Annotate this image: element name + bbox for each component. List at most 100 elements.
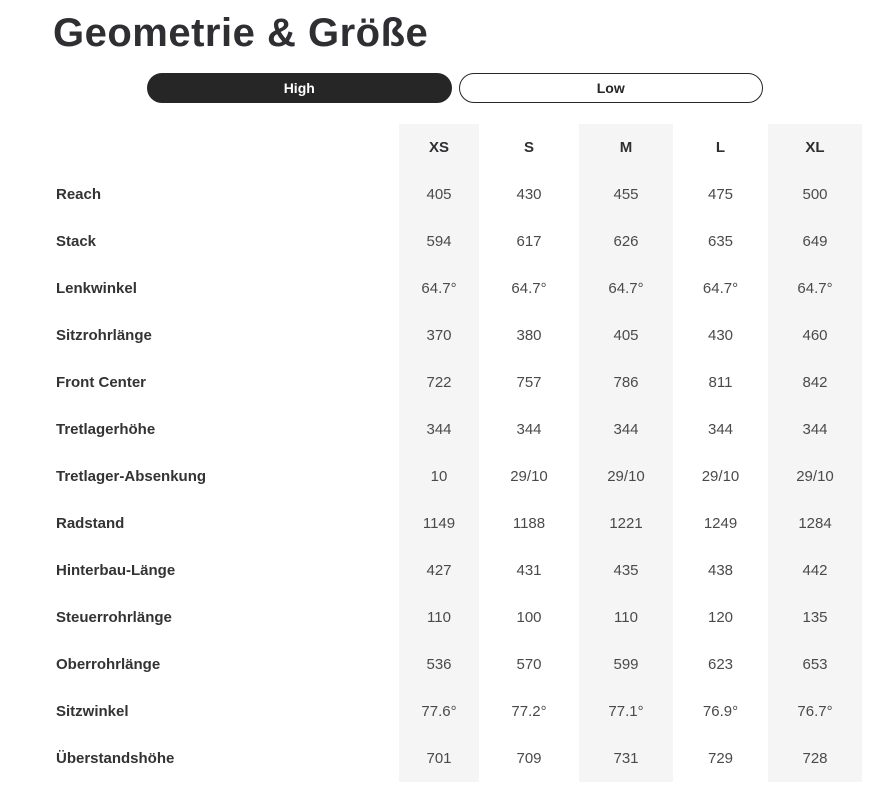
- value-cell: 405: [579, 312, 673, 359]
- value-cell: 1284: [768, 500, 862, 547]
- value-cell: 344: [399, 406, 479, 453]
- column-header-xl: XL: [768, 124, 862, 171]
- value-cell: 120: [707, 609, 734, 626]
- table-row: Tretlager-Absenkung 10 29/10 29/10 29/10 29/1…: [56, 453, 862, 500]
- value-cell: 594: [399, 218, 479, 265]
- table-row: Überstandshöhe 701 709 731 729 728: [56, 735, 862, 782]
- value-cell: 76.9°: [702, 703, 739, 720]
- value-cell: 430: [707, 327, 734, 344]
- value-cell: 110: [579, 594, 673, 641]
- geometry-table: XS S M L XL Reach 405 430 455 475 500 Stack 594 617 62…: [56, 124, 862, 782]
- value-cell: 635: [707, 233, 734, 250]
- header-spacer: [56, 124, 399, 171]
- table-row: Steuerrohrlänge 110 100 110 120 135: [56, 594, 862, 641]
- value-cell: 811: [708, 374, 733, 391]
- table-row: Sitzwinkel 77.6° 77.2° 77.1° 76.9° 76.7°: [56, 688, 862, 735]
- value-cell: 64.7°: [702, 280, 739, 297]
- table-row: Tretlagerhöhe 344 344 344 344 344: [56, 406, 862, 453]
- value-cell: 438: [707, 562, 734, 579]
- value-cell: 757: [516, 374, 542, 391]
- table-row: Radstand 1149 1188 1221 1249 1284: [56, 500, 862, 547]
- value-cell: 570: [516, 656, 542, 673]
- value-cell: 431: [516, 562, 542, 579]
- value-cell: 29/10: [579, 453, 673, 500]
- value-cell: 649: [768, 218, 862, 265]
- row-label: Steuerrohrlänge: [56, 609, 172, 626]
- value-cell: 709: [516, 750, 542, 767]
- column-header-l: L: [715, 139, 726, 156]
- row-label: Radstand: [56, 515, 125, 532]
- value-cell: 722: [399, 359, 479, 406]
- value-cell: 617: [516, 233, 542, 250]
- row-label: Lenkwinkel: [56, 280, 137, 297]
- table-row: Hinterbau-Länge 427 431 435 438 442: [56, 547, 862, 594]
- value-cell: 100: [516, 609, 542, 626]
- value-cell: 536: [399, 641, 479, 688]
- row-label: Tretlager-Absenkung: [56, 468, 207, 485]
- value-cell: 701: [399, 735, 479, 782]
- value-cell: 77.6°: [399, 688, 479, 735]
- table-row: Stack 594 617 626 635 649: [56, 218, 862, 265]
- row-label: Tretlagerhöhe: [56, 421, 156, 438]
- value-cell: 76.7°: [768, 688, 862, 735]
- value-cell: 599: [579, 641, 673, 688]
- value-cell: 344: [707, 421, 734, 438]
- value-cell: 475: [707, 186, 734, 203]
- value-cell: 460: [768, 312, 862, 359]
- value-cell: 135: [768, 594, 862, 641]
- value-cell: 29/10: [510, 468, 548, 485]
- column-header-m: M: [579, 124, 673, 171]
- value-cell: 110: [399, 594, 479, 641]
- value-cell: 10: [399, 453, 479, 500]
- value-cell: 64.7°: [399, 265, 479, 312]
- value-cell: 77.1°: [579, 688, 673, 735]
- value-cell: 442: [768, 547, 862, 594]
- position-toggle: High Low: [147, 73, 763, 103]
- row-label: Front Center: [56, 374, 146, 391]
- value-cell: 380: [516, 327, 542, 344]
- table-header-row: XS S M L XL: [56, 124, 862, 171]
- table-row: Lenkwinkel 64.7° 64.7° 64.7° 64.7° 64.7°: [56, 265, 862, 312]
- value-cell: 64.7°: [511, 280, 547, 297]
- value-cell: 344: [516, 421, 542, 438]
- table-row: Reach 405 430 455 475 500: [56, 171, 862, 218]
- value-cell: 653: [768, 641, 862, 688]
- row-label: Sitzrohrlänge: [56, 327, 152, 344]
- value-cell: 626: [579, 218, 673, 265]
- value-cell: 1188: [512, 515, 546, 532]
- value-cell: 842: [768, 359, 862, 406]
- row-label: Überstandshöhe: [56, 750, 175, 767]
- value-cell: 435: [579, 547, 673, 594]
- value-cell: 430: [516, 186, 542, 203]
- value-cell: 731: [579, 735, 673, 782]
- value-cell: 64.7°: [579, 265, 673, 312]
- column-header-xs: XS: [399, 124, 479, 171]
- value-cell: 29/10: [768, 453, 862, 500]
- value-cell: 64.7°: [768, 265, 862, 312]
- value-cell: 405: [399, 171, 479, 218]
- row-label: Reach: [56, 186, 102, 203]
- row-label: Sitzwinkel: [56, 703, 129, 720]
- table-row: Sitzrohrlänge 370 380 405 430 460: [56, 312, 862, 359]
- value-cell: 623: [707, 656, 734, 673]
- column-header-s: S: [523, 139, 534, 156]
- value-cell: 728: [768, 735, 862, 782]
- toggle-low-button[interactable]: Low: [458, 73, 763, 103]
- row-label: Hinterbau-Länge: [56, 562, 176, 579]
- toggle-high-button[interactable]: High: [147, 73, 452, 103]
- table-row: Oberrohrlänge 536 570 599 623 653: [56, 641, 862, 688]
- row-label: Oberrohrlänge: [56, 656, 161, 673]
- value-cell: 344: [768, 406, 862, 453]
- value-cell: 77.2°: [511, 703, 547, 720]
- value-cell: 1221: [579, 500, 673, 547]
- value-cell: 344: [579, 406, 673, 453]
- page-title: Geometrie & Größe: [53, 11, 429, 55]
- table-row: Front Center 722 757 786 811 842: [56, 359, 862, 406]
- value-cell: 786: [579, 359, 673, 406]
- value-cell: 1249: [703, 515, 738, 532]
- value-cell: 1149: [399, 500, 479, 547]
- value-cell: 455: [579, 171, 673, 218]
- value-cell: 427: [399, 547, 479, 594]
- row-label: Stack: [56, 233, 97, 250]
